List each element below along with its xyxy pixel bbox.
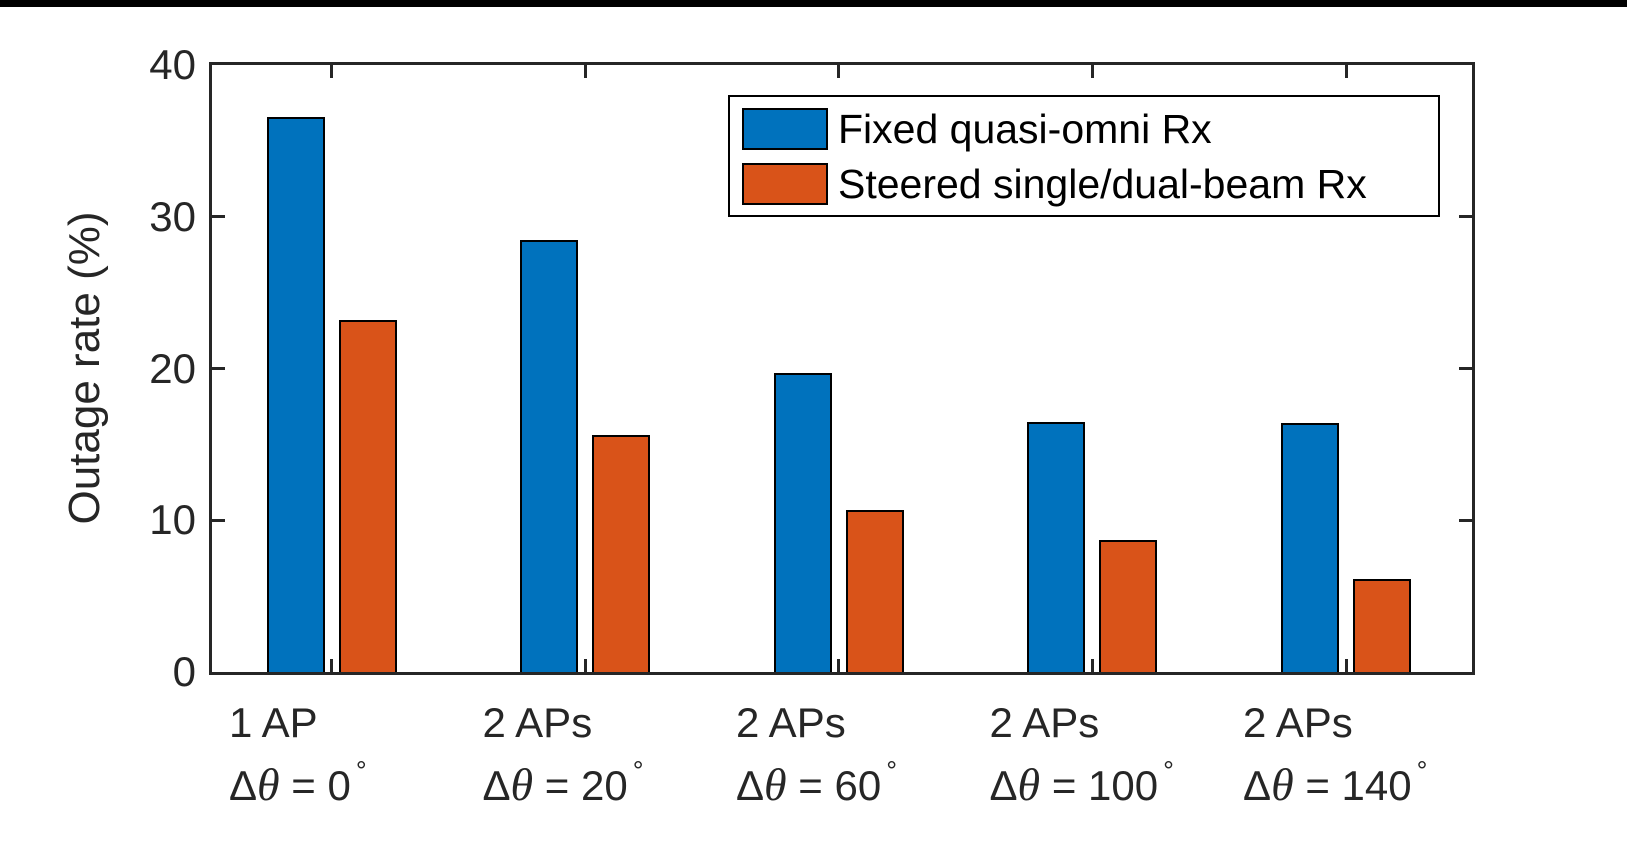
top-black-strip (0, 0, 1627, 7)
y-tick-label: 10 (149, 496, 196, 544)
x-tick-label-line1: 2 APs (735, 699, 846, 746)
degree-symbol: ° (1163, 756, 1174, 786)
y-tick-mark (212, 518, 225, 522)
degree-symbol: ° (355, 756, 367, 786)
x-tick-mark (1090, 65, 1094, 78)
legend-swatch-steered-beam (742, 162, 828, 205)
x-tick-mark (837, 65, 841, 78)
x-tick-mark (837, 659, 841, 672)
x-tick-label: 1 AP Δθ = 0 ° (229, 692, 367, 822)
legend-swatch-fixed-quasi-omni (742, 107, 828, 150)
legend: Fixed quasi-omni Rx Steered single/dual-… (728, 95, 1440, 217)
y-tick-label: 40 (149, 41, 196, 88)
x-tick-label-line2: Δθ = 60 ° (735, 756, 898, 810)
legend-row: Fixed quasi-omni Rx (742, 105, 1438, 152)
x-tick-label: 2 APs Δθ = 20 ° (482, 692, 643, 822)
x-tick-mark (1090, 659, 1094, 672)
bar-steered-beam (1353, 579, 1411, 672)
x-tick-label-line1: 2 APs (482, 699, 593, 746)
y-tick-label: 0 (172, 648, 196, 695)
legend-label: Steered single/dual-beam Rx (838, 160, 1367, 207)
degree-symbol: ° (886, 756, 898, 786)
degree-symbol: ° (1416, 756, 1428, 786)
y-tick-mark (1459, 215, 1472, 219)
x-tick-label-line1: 2 APs (1243, 699, 1353, 746)
x-tick-label-line1: 1 AP (228, 699, 318, 746)
y-tick-mark (212, 215, 225, 219)
x-tick-mark (583, 659, 587, 672)
x-tick-label-line2: Δθ = 0 ° (228, 756, 367, 810)
bar-fixed-quasi-omni (1281, 423, 1339, 672)
x-tick-label: 2 APs Δθ = 140 ° (1243, 692, 1427, 822)
y-tick-mark (212, 367, 225, 370)
bar-steered-beam (845, 509, 904, 672)
bar-steered-beam (338, 319, 397, 672)
y-tick-mark (1459, 518, 1472, 522)
y-tick-label: 20 (149, 344, 196, 392)
bar-fixed-quasi-omni (1027, 421, 1086, 672)
bar-fixed-quasi-omni (773, 373, 832, 672)
degree-symbol: ° (632, 756, 644, 786)
x-tick-mark (330, 659, 334, 672)
y-tick-label: 30 (149, 192, 196, 240)
y-tick-mark (1459, 367, 1472, 370)
bar-steered-beam (1099, 539, 1158, 672)
x-tick-label-line1: 2 APs (989, 699, 1100, 746)
legend-label: Fixed quasi-omni Rx (838, 105, 1212, 152)
x-tick-mark (330, 65, 334, 78)
x-tick-mark (1344, 659, 1348, 672)
x-tick-label: 2 APs Δθ = 100 ° (989, 692, 1173, 822)
x-tick-mark (1344, 65, 1348, 78)
legend-row: Steered single/dual-beam Rx (742, 160, 1438, 207)
x-tick-mark (583, 65, 587, 78)
x-tick-label: 2 APs Δθ = 60 ° (736, 692, 897, 822)
bar-fixed-quasi-omni (520, 239, 579, 672)
bar-fixed-quasi-omni (266, 116, 325, 672)
x-tick-label-line2: Δθ = 140 ° (1243, 756, 1428, 810)
bar-steered-beam (592, 435, 651, 672)
x-tick-label-line2: Δθ = 100 ° (989, 756, 1174, 810)
x-tick-label-line2: Δθ = 20 ° (482, 756, 644, 810)
